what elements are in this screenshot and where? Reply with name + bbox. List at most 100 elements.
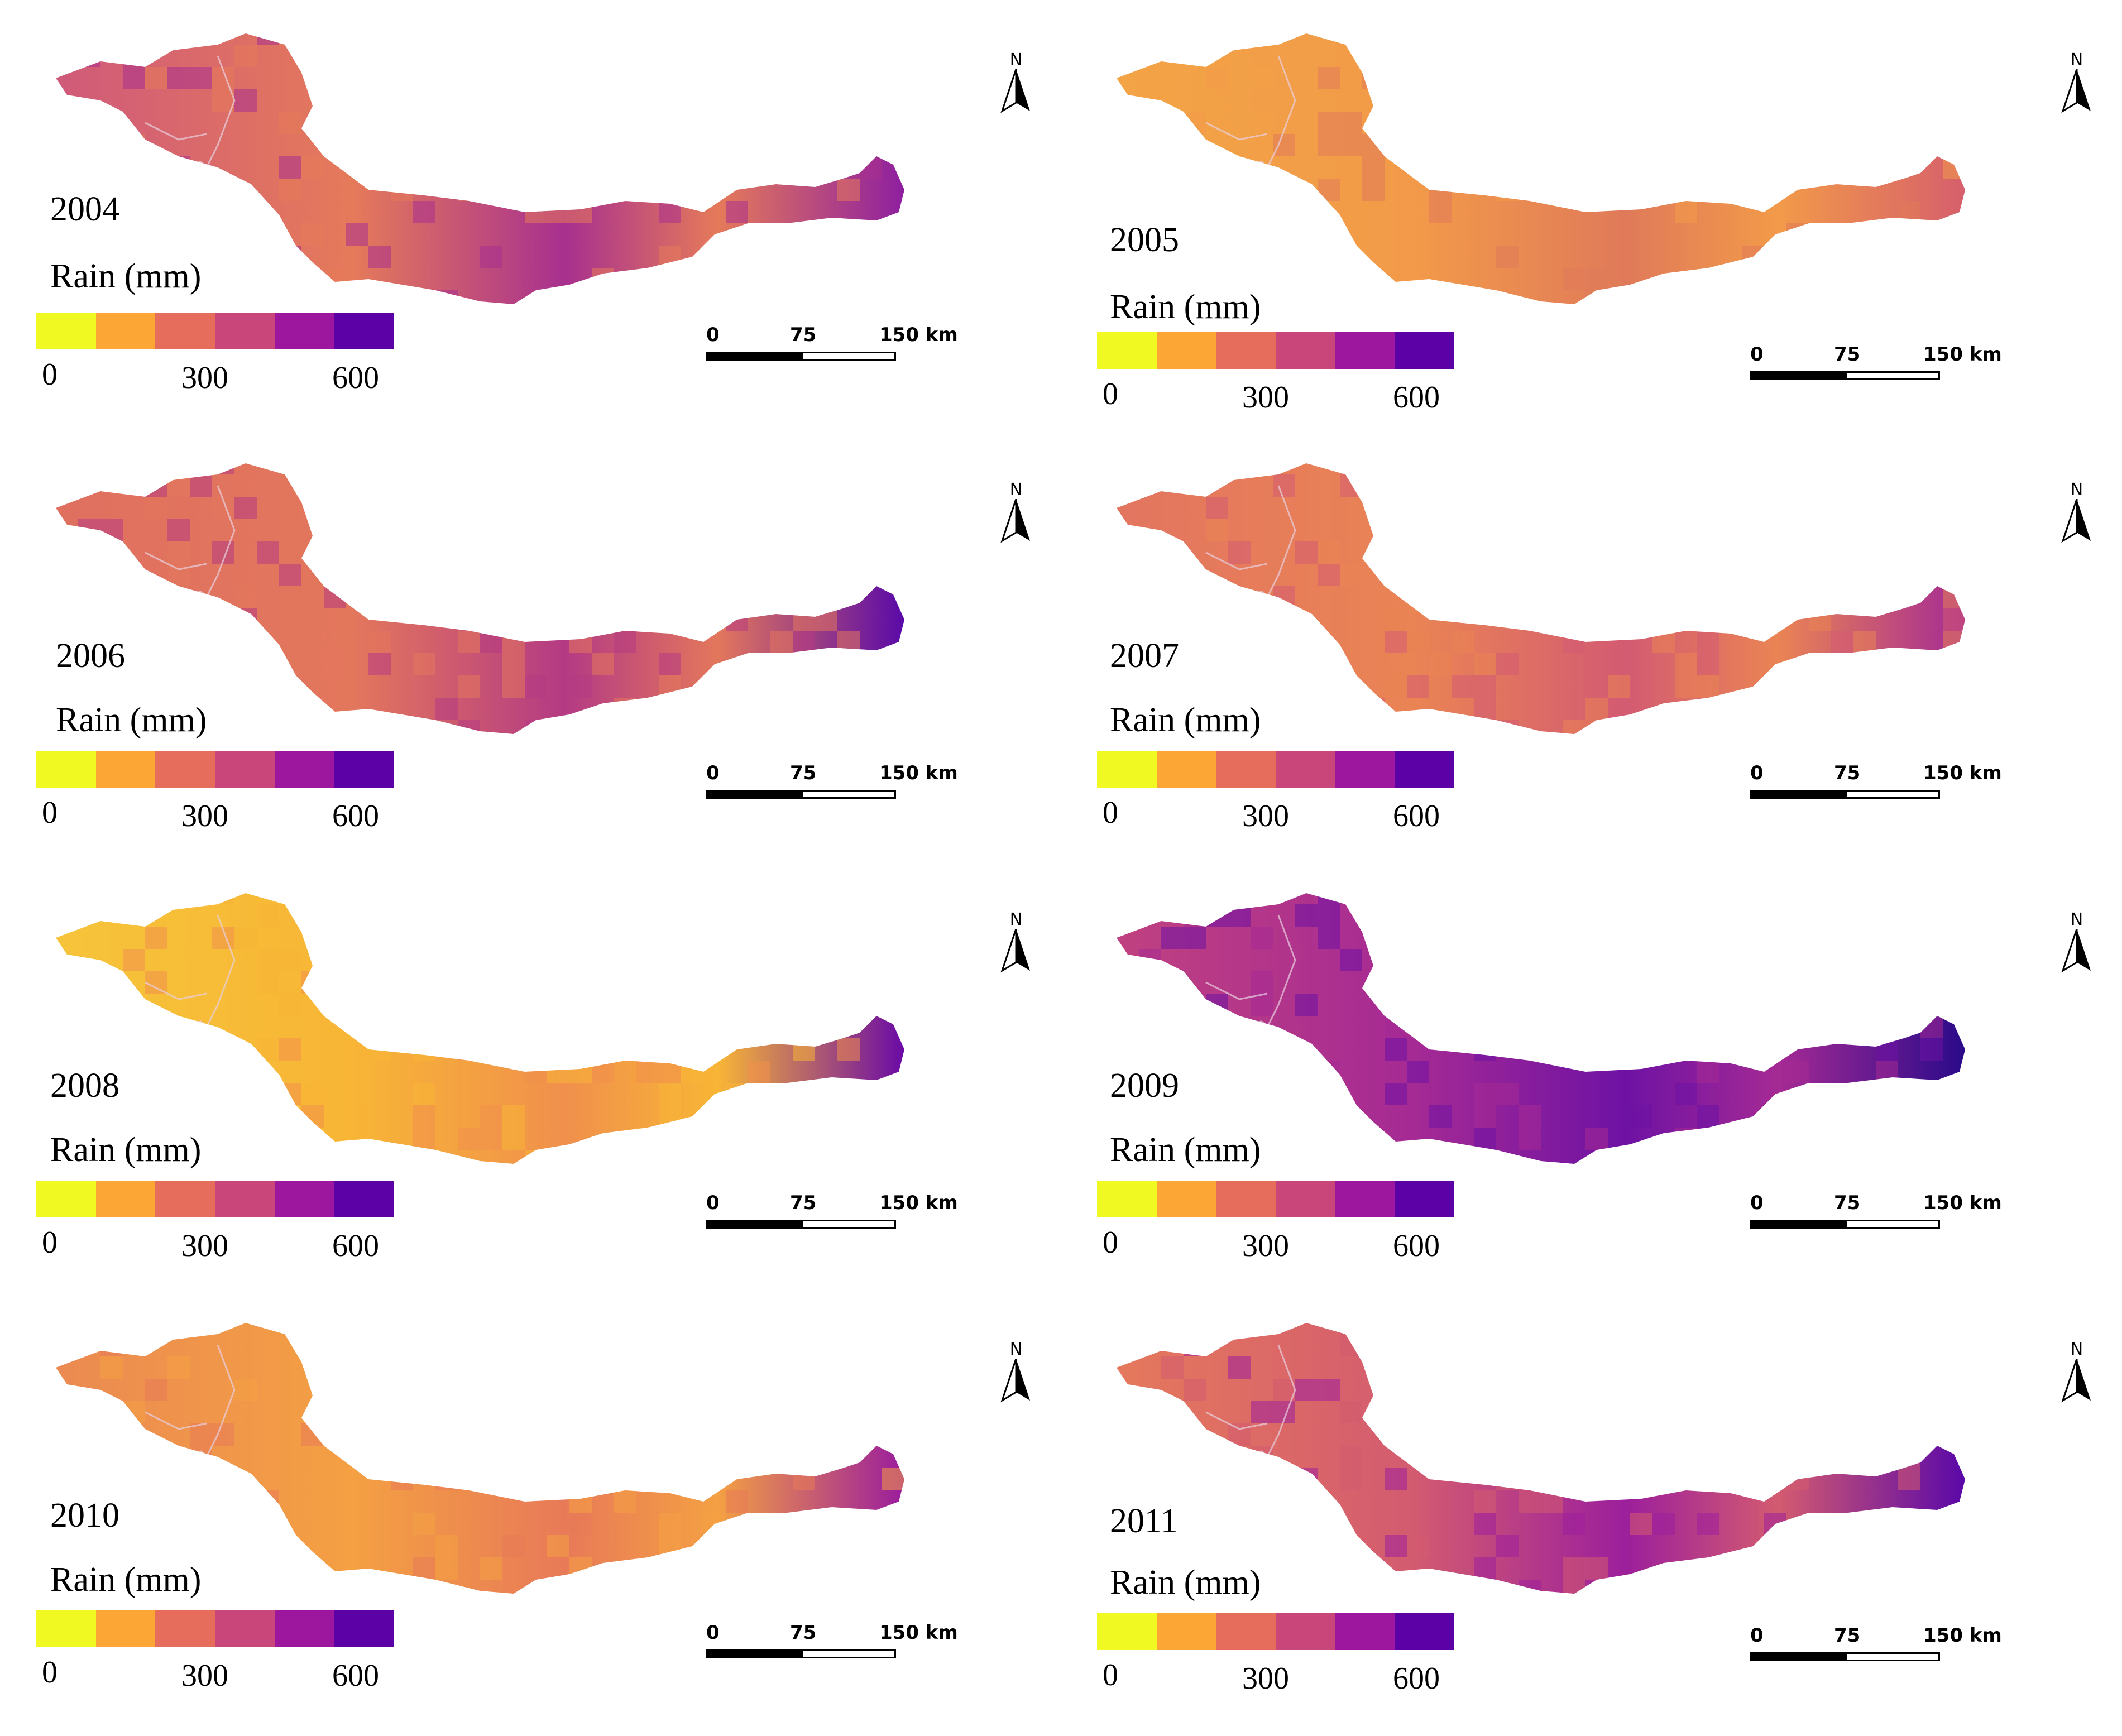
legend-swatch <box>155 751 215 788</box>
scale-bar-white-segment <box>801 1649 896 1658</box>
scale-bar-white-segment <box>801 790 896 799</box>
rainfall-map <box>1117 33 1965 304</box>
legend-swatch <box>274 1610 334 1647</box>
river-line <box>1261 915 1296 1039</box>
basin-rainfall-area <box>1117 463 1965 734</box>
scale-bar-label: 75 <box>1834 1192 1861 1214</box>
scale-bar: 0 75 150 km <box>706 324 974 368</box>
legend-swatch <box>1156 332 1216 369</box>
map-panel-2004: 2004 Rain (mm) 0 300 600 N 0 75 150 km <box>33 22 1094 447</box>
legend-tick-label: 600 <box>1393 1229 1440 1263</box>
north-label: N <box>2070 480 2083 500</box>
scale-bar-white-segment <box>1845 371 1940 380</box>
rainfall-map <box>1117 893 1965 1164</box>
legend-colorbar <box>36 1610 394 1647</box>
scale-bar-label: 75 <box>790 324 817 346</box>
legend-swatch <box>155 1610 215 1647</box>
legend-swatch <box>215 313 275 349</box>
north-label: N <box>1009 1340 1023 1359</box>
legend-swatch <box>1395 1181 1455 1217</box>
river-line <box>1205 1411 1268 1430</box>
legend-swatch <box>1216 751 1276 788</box>
scale-bar-label: 0 <box>706 1192 720 1214</box>
map-panel-2011: 2011 Rain (mm) 0 300 600 N 0 75 150 km <box>1094 1312 2122 1736</box>
legend-tick-label: 0 <box>1103 377 1118 411</box>
north-arrow-icon: N <box>2060 910 2094 973</box>
rainfall-map <box>1117 1323 1965 1594</box>
legend-tick-label: 600 <box>1393 380 1440 415</box>
legend-tick-label: 300 <box>1242 799 1289 833</box>
legend-title: Rain (mm) <box>50 1561 202 1599</box>
year-label: 2011 <box>1110 1502 1178 1540</box>
legend-colorbar <box>36 1181 394 1217</box>
scale-bar-label: 150 km <box>1923 1624 2002 1647</box>
legend-swatch <box>95 313 156 349</box>
rainfall-map <box>56 33 904 304</box>
legend-tick-label: 300 <box>1242 380 1289 415</box>
rainfall-map <box>56 1323 904 1594</box>
legend-swatch <box>215 1610 275 1647</box>
river-line <box>1205 981 1268 1000</box>
legend-swatch <box>1276 332 1335 369</box>
legend-tick-label: 600 <box>332 799 379 833</box>
legend-swatch <box>334 313 394 349</box>
river-line <box>200 485 236 609</box>
north-arrow-icon: N <box>999 1340 1033 1403</box>
scale-bar-label: 150 km <box>1923 343 2002 366</box>
legend-swatch <box>1335 751 1395 788</box>
north-arrow-icon: N <box>999 480 1033 543</box>
legend-tick-label: 0 <box>42 795 58 830</box>
north-label: N <box>2070 1340 2083 1359</box>
legend-swatch <box>36 1181 96 1217</box>
scale-bar-black-segment <box>706 1649 801 1658</box>
basin-rainfall-area <box>56 33 904 304</box>
river-line <box>1261 485 1296 609</box>
scale-bar-black-segment <box>1750 790 1845 799</box>
legend-swatch <box>274 751 334 788</box>
legend-tick-label: 600 <box>332 1658 379 1693</box>
legend-swatch <box>1276 1613 1335 1650</box>
rainfall-map <box>56 893 904 1164</box>
legend-swatch <box>334 1610 394 1647</box>
scale-bar-label: 75 <box>1834 343 1861 366</box>
legend-swatch <box>155 1181 215 1217</box>
legend-title: Rain (mm) <box>1110 701 1261 739</box>
legend-tick-label: 300 <box>1242 1229 1289 1263</box>
scale-bar-white-segment <box>1845 790 1940 799</box>
map-panel-2006: 2006 Rain (mm) 0 300 600 N 0 75 150 km <box>33 452 1094 876</box>
legend-title: Rain (mm) <box>50 1131 202 1169</box>
legend-title: Rain (mm) <box>1110 288 1261 326</box>
legend-colorbar <box>1097 751 1455 788</box>
legend-tick-label: 0 <box>1103 1225 1118 1260</box>
legend-tick-label: 300 <box>181 1658 228 1693</box>
scale-bar-label: 75 <box>790 1192 817 1214</box>
legend-colorbar <box>1097 332 1455 369</box>
legend-swatch <box>95 1610 156 1647</box>
scale-bar-label: 0 <box>1750 343 1764 366</box>
legend-colorbar <box>36 751 394 788</box>
legend-swatch <box>1216 1181 1276 1217</box>
legend-swatch <box>155 313 215 349</box>
legend-colorbar <box>1097 1613 1455 1650</box>
year-label: 2007 <box>1110 637 1179 675</box>
basin-rainfall-area <box>1117 893 1965 1164</box>
legend-swatch <box>334 1181 394 1217</box>
legend-swatch <box>1335 332 1395 369</box>
north-label: N <box>1009 50 1023 70</box>
scale-bar-white-segment <box>801 1220 896 1229</box>
river-line <box>145 552 207 570</box>
scale-bar-black-segment <box>1750 371 1845 380</box>
legend-swatch <box>1156 1181 1216 1217</box>
map-panel-2010: 2010 Rain (mm) 0 300 600 N 0 75 150 km <box>33 1312 1094 1736</box>
scale-bar-black-segment <box>706 1220 801 1229</box>
north-arrow-icon: N <box>2060 50 2094 113</box>
scale-bar-label: 75 <box>1834 1624 1861 1647</box>
legend-swatch <box>36 313 96 349</box>
north-arrow-icon: N <box>999 50 1033 113</box>
river-line <box>1205 552 1268 570</box>
river-line <box>1261 55 1296 179</box>
legend-swatch <box>1276 1181 1335 1217</box>
legend-tick-label: 300 <box>181 361 228 395</box>
scale-bar: 0 75 150 km <box>1750 343 2018 388</box>
scale-bar-label: 150 km <box>879 1192 958 1214</box>
